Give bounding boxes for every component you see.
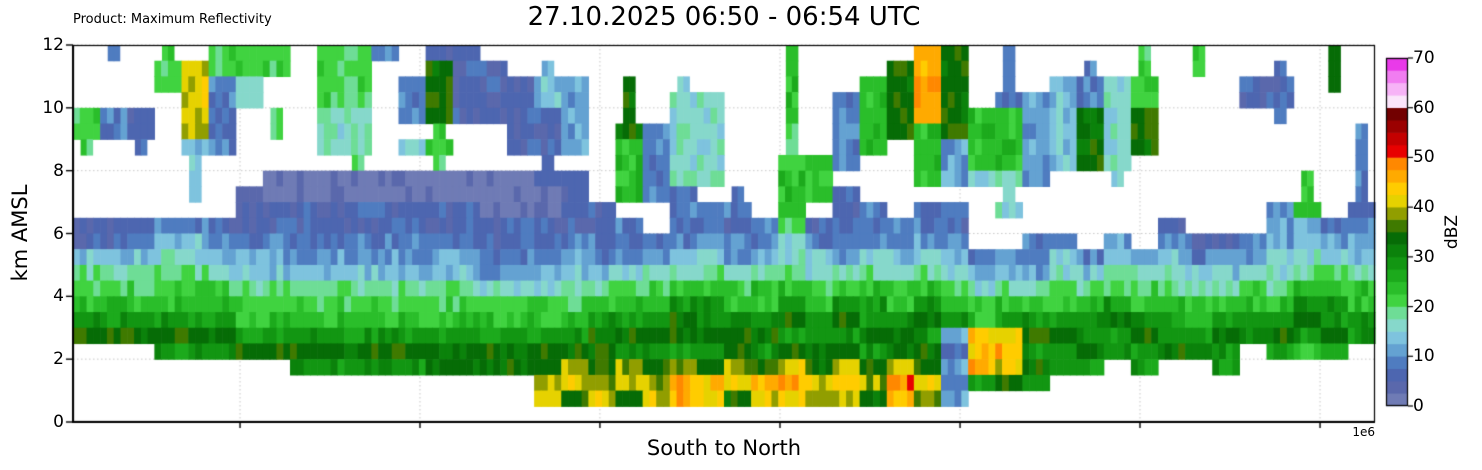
x-axis-label: South to North <box>646 436 802 460</box>
product-label: Product: Maximum Reflectivity <box>73 12 272 27</box>
y-tick-label: 0 <box>53 412 64 432</box>
colorbar-tick-label: 30 <box>1413 246 1435 267</box>
colorbar-tick-label: 10 <box>1413 346 1435 367</box>
y-tick-label: 6 <box>53 223 64 244</box>
y-tick-label: 8 <box>53 160 64 181</box>
x-offset-label: 1e6 <box>1352 425 1375 439</box>
y-tick-label: 12 <box>42 35 64 55</box>
colorbar-tick-label: 0 <box>1413 396 1424 416</box>
y-tick-label: 4 <box>53 286 64 307</box>
y-tick-label: 10 <box>42 97 64 118</box>
colorbar-tick-label: 20 <box>1413 296 1435 317</box>
colorbar-tick-label: 70 <box>1413 48 1435 68</box>
colorbar-label: dBZ <box>1442 214 1462 250</box>
figure-title: 27.10.2025 06:50 - 06:54 UTC <box>527 2 921 32</box>
colorbar-tick-label: 60 <box>1413 97 1435 118</box>
y-tick-label: 2 <box>53 349 64 370</box>
colorbar-tick-label: 50 <box>1413 147 1435 168</box>
colorbar-tick-label: 40 <box>1413 197 1435 218</box>
